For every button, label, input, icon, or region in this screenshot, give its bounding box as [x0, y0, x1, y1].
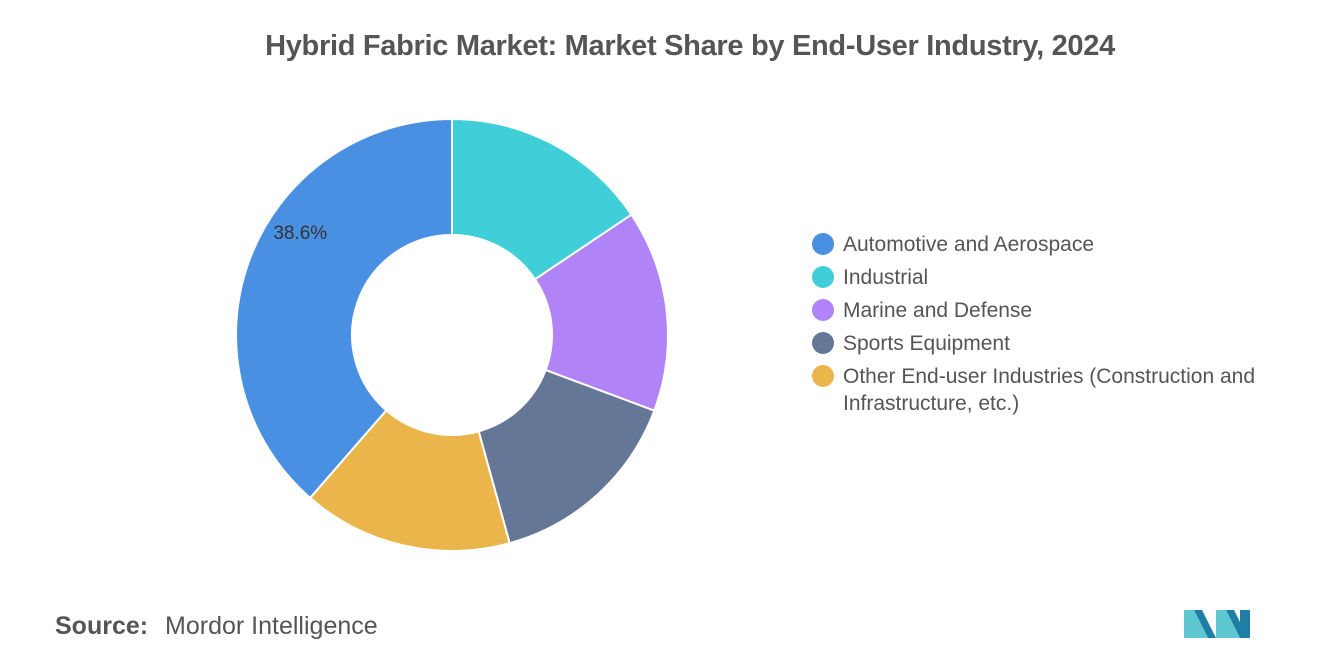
donut-slice-marine-and-defense: [533, 213, 669, 413]
donut-slice-sports-equipment: [477, 368, 656, 545]
legend-label: Other End-user Industries (Construction …: [843, 365, 1256, 415]
source-line: Source: Mordor Intelligence: [55, 612, 378, 641]
source-value: Mordor Intelligence: [165, 612, 378, 640]
legend-swatch: [812, 233, 834, 255]
legend-item: Automotive and Aerospace: [812, 231, 1262, 258]
legend-item: Industrial: [812, 264, 1262, 291]
legend-swatch: [812, 299, 834, 321]
donut-slice-other-end-user-industries-construction-and-infrastructure-etc: [308, 409, 511, 552]
chart-title: Hybrid Fabric Market: Market Share by En…: [265, 30, 1115, 62]
legend-label: Industrial: [843, 266, 929, 289]
slice-labels: 38.6%: [273, 223, 327, 244]
legend-swatch: [812, 365, 834, 387]
donut-slices: [235, 117, 669, 552]
donut-slice-industrial: [451, 117, 633, 281]
slice-value-label: 38.6%: [273, 223, 327, 244]
mordor-intelligence-logo-icon: [1184, 610, 1250, 638]
legend-swatch: [812, 332, 834, 354]
legend-item: Marine and Defense: [812, 297, 1262, 324]
legend-label: Sports Equipment: [843, 332, 1010, 355]
legend-item: Other End-user Industries (Construction …: [812, 363, 1262, 417]
chart-legend: Automotive and Aerospace Industrial Marine…: [812, 231, 1262, 423]
legend-swatch: [812, 266, 834, 288]
legend-label: Marine and Defense: [843, 299, 1033, 322]
legend-label: Automotive and Aerospace: [843, 233, 1094, 256]
donut-slice-automotive-and-aerospace: [235, 117, 453, 500]
legend-item: Sports Equipment: [812, 330, 1262, 357]
source-key: Source:: [55, 612, 149, 640]
